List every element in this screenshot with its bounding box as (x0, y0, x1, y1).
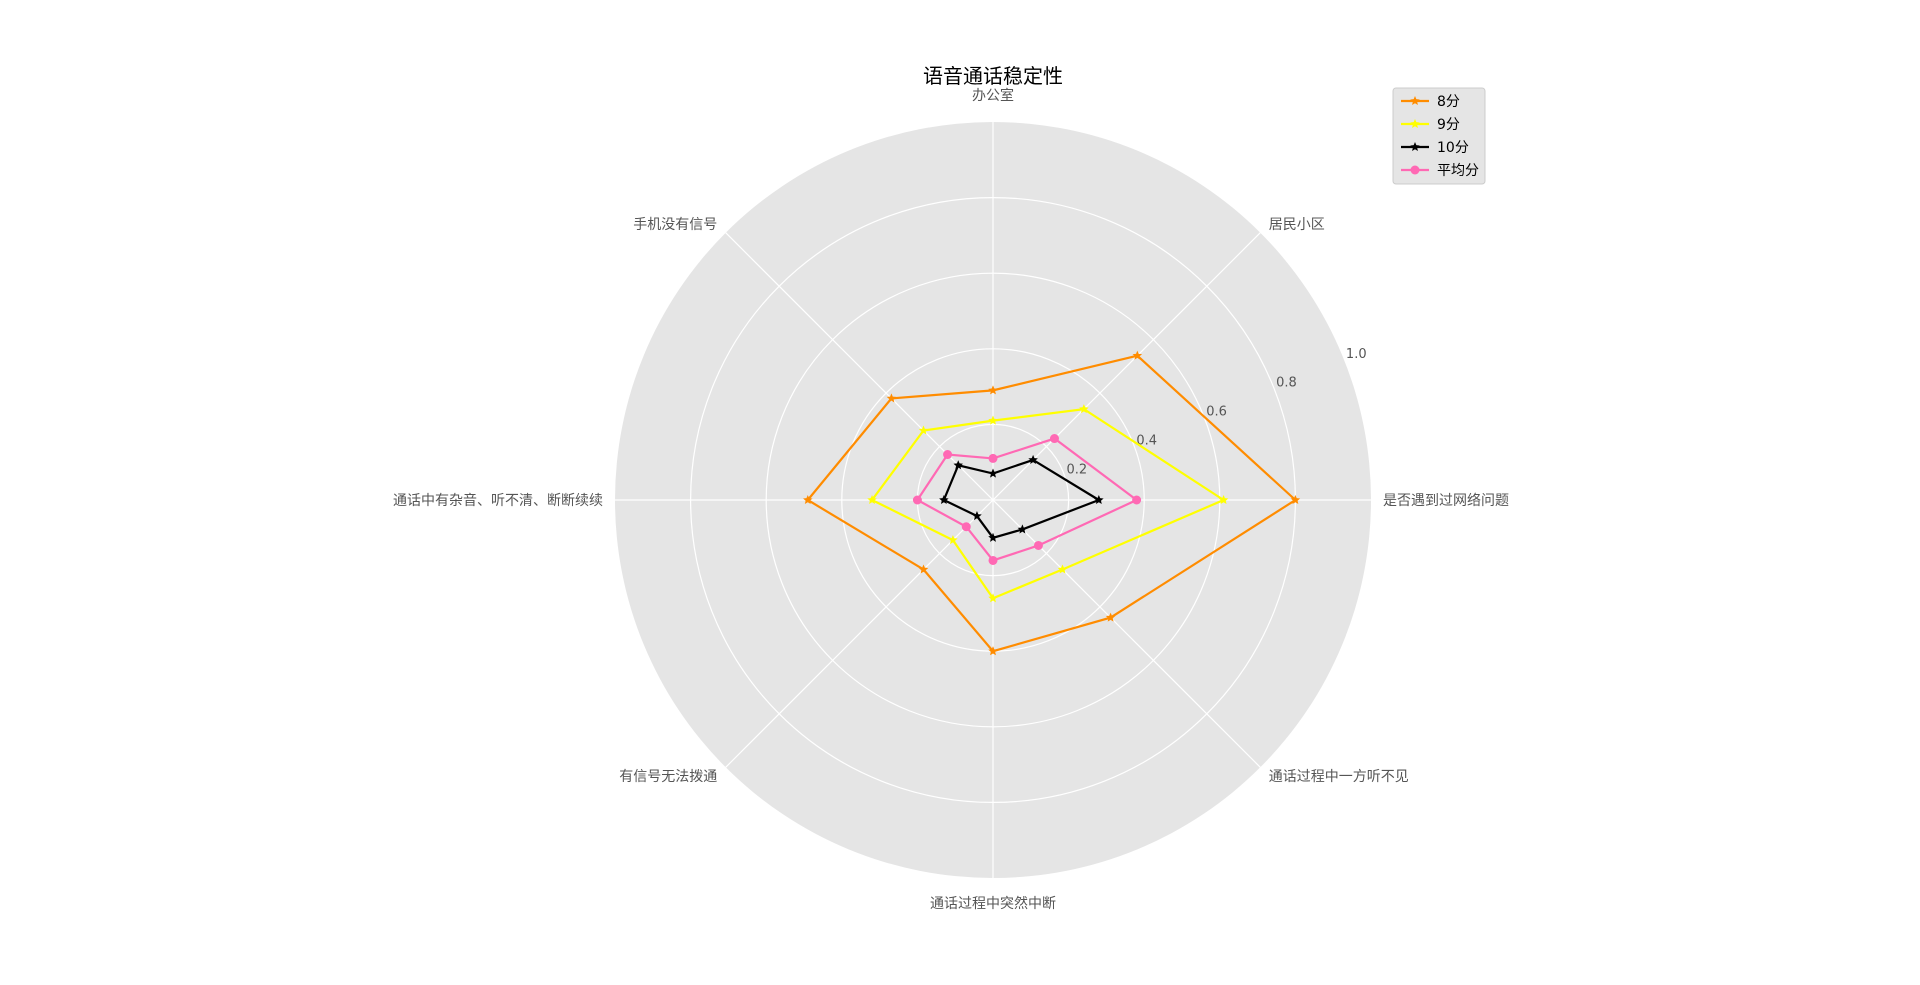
category-label: 手机没有信号 (633, 217, 717, 233)
category-label: 是否遇到过网络问题 (1383, 493, 1509, 509)
category-label: 办公室 (972, 87, 1014, 104)
category-label: 通话过程中突然中断 (930, 895, 1056, 912)
category-label: 有信号无法拨通 (619, 769, 717, 785)
legend-label: 8分 (1437, 94, 1460, 110)
data-point (962, 522, 971, 531)
data-point (913, 496, 922, 505)
radial-tick-label: 0.8 (1276, 376, 1297, 391)
radial-tick-label: 0.2 (1067, 463, 1088, 478)
data-point (989, 454, 998, 463)
legend-label: 10分 (1437, 140, 1469, 156)
category-label: 通话中有杂音、听不清、断断续续 (393, 492, 603, 509)
data-point (989, 556, 998, 565)
data-point (1034, 541, 1043, 550)
legend-label: 9分 (1437, 117, 1460, 133)
data-point (1050, 434, 1059, 443)
legend-swatch-marker (1411, 166, 1420, 175)
data-point (943, 450, 952, 459)
category-label: 居民小区 (1269, 217, 1325, 233)
radar-grid: 0.20.40.60.81.0 (615, 122, 1371, 878)
category-label: 通话过程中一方听不见 (1269, 769, 1409, 785)
radial-tick-label: 1.0 (1346, 347, 1367, 362)
radial-tick-label: 0.6 (1206, 405, 1227, 420)
data-point (1132, 496, 1141, 505)
chart-title: 语音通话稳定性 (923, 64, 1063, 88)
legend-label: 平均分 (1437, 163, 1479, 179)
